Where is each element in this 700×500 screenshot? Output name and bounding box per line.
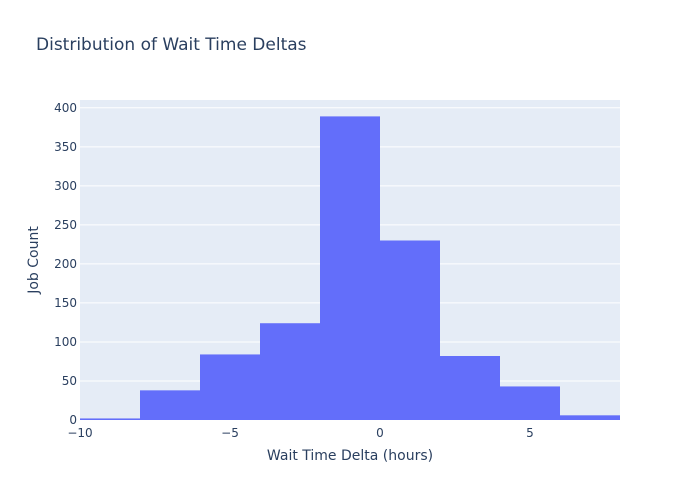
histogram-bar [440,356,500,420]
histogram-bar [560,415,620,420]
y-tick-label: 50 [62,374,77,388]
y-tick-label: 0 [69,413,77,427]
bars [80,116,620,420]
x-tick-label: 5 [526,426,534,440]
y-tick-label: 250 [54,218,77,232]
histogram-bar [260,323,320,420]
histogram-bar [380,240,440,420]
histogram-bar [500,386,560,420]
y-tick-label: 200 [54,257,77,271]
histogram-bar [320,116,380,420]
chart-title: Distribution of Wait Time Deltas [36,35,307,55]
y-axis-title: Job Count [26,226,42,295]
x-tick-label: −10 [67,426,92,440]
y-tick-label: 100 [54,335,77,349]
histogram-bar [200,354,260,420]
y-tick-label: 300 [54,179,77,193]
y-tick-label: 400 [54,101,77,115]
histogram-bar [140,390,200,420]
y-axis-ticks: 0 50 100 150 200 250 300 350 400 [54,101,77,427]
x-axis-ticks: −10 −5 0 5 [67,426,533,440]
x-tick-label: 0 [376,426,384,440]
x-tick-label: −5 [221,426,239,440]
y-tick-label: 150 [54,296,77,310]
y-tick-label: 350 [54,140,77,154]
histogram-bar [80,418,140,420]
x-axis-title: Wait Time Delta (hours) [267,448,433,464]
